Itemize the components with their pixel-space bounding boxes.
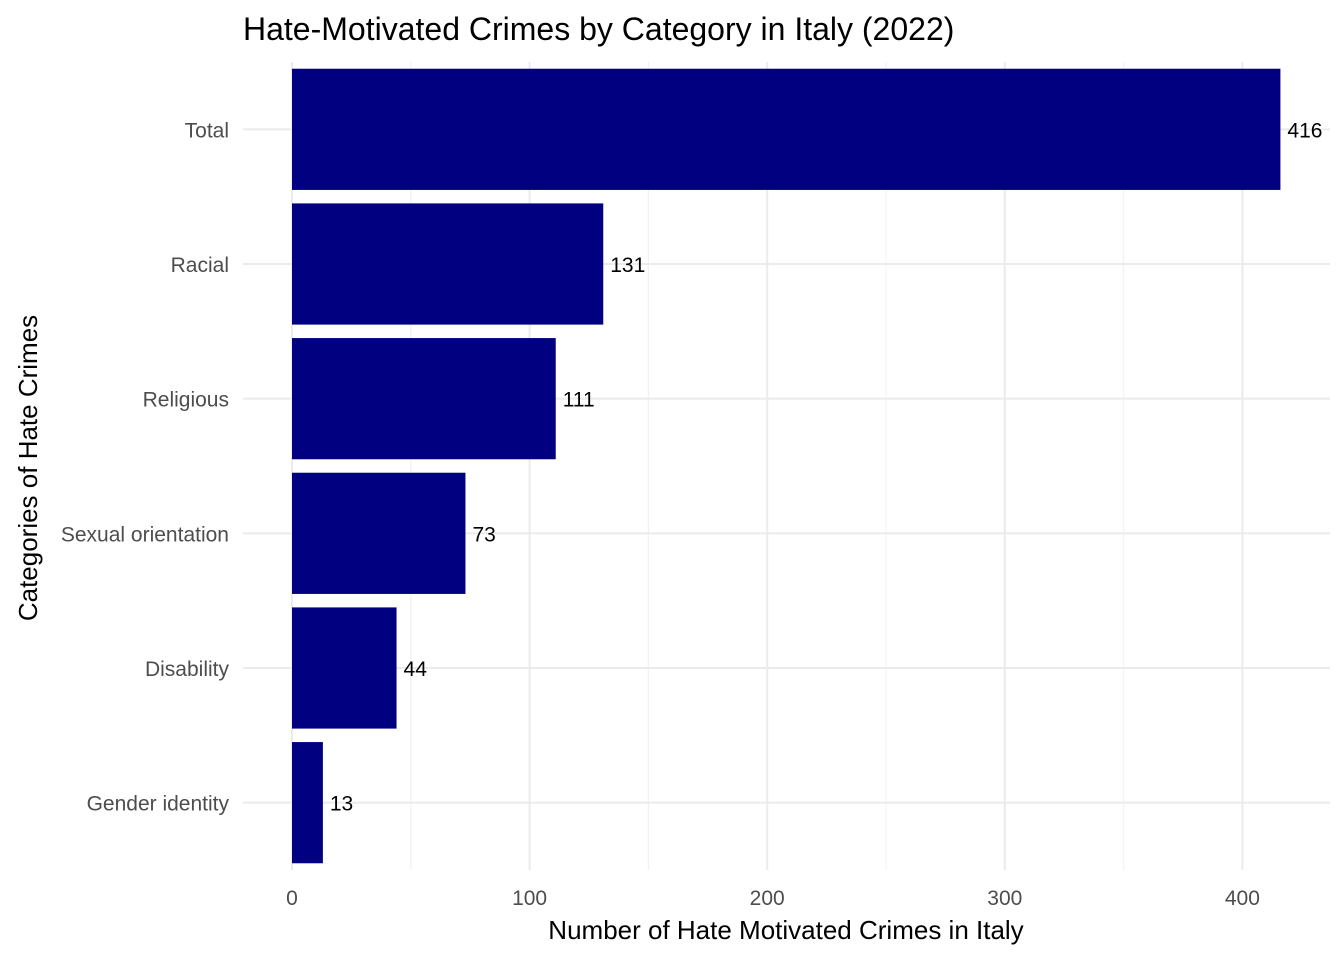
- bar: [292, 742, 323, 864]
- y-tick-label: Religious: [143, 389, 229, 412]
- bar: [292, 338, 556, 460]
- bar: [292, 203, 604, 325]
- y-tick-label: Racial: [171, 254, 229, 277]
- y-axis-title: Categories of Hate Crimes: [13, 315, 43, 621]
- x-tick-label: 100: [512, 887, 547, 910]
- x-tick-label: 400: [1225, 887, 1260, 910]
- y-tick-label: Gender identity: [87, 793, 230, 816]
- bar-value-label: 111: [563, 389, 595, 412]
- bar-value-label: 44: [404, 658, 428, 681]
- y-axis-ticks: Total Racial Religious Sexual orientation Di…: [61, 119, 230, 815]
- data-labels: 416 131 111 73 44 13: [330, 119, 1323, 815]
- chart-title: Hate-Motivated Crimes by Category in Ita…: [243, 11, 954, 47]
- bar-value-label: 416: [1287, 119, 1322, 142]
- bar-value-label: 13: [330, 793, 353, 816]
- bar-value-label: 73: [472, 523, 495, 546]
- bar: [292, 68, 1281, 190]
- y-tick-label: Sexual orientation: [61, 523, 229, 546]
- x-axis-ticks: 0 100 200 300 400: [286, 887, 1260, 910]
- y-tick-label: Total: [185, 119, 229, 142]
- bar: [292, 607, 397, 729]
- x-tick-label: 200: [750, 887, 785, 910]
- bar: [292, 472, 466, 594]
- bars: [292, 68, 1281, 864]
- bar-value-label: 131: [610, 254, 645, 277]
- x-axis-title: Number of Hate Motivated Crimes in Italy: [548, 915, 1023, 945]
- x-tick-label: 0: [286, 887, 298, 910]
- x-tick-label: 300: [987, 887, 1022, 910]
- y-tick-label: Disability: [145, 658, 230, 681]
